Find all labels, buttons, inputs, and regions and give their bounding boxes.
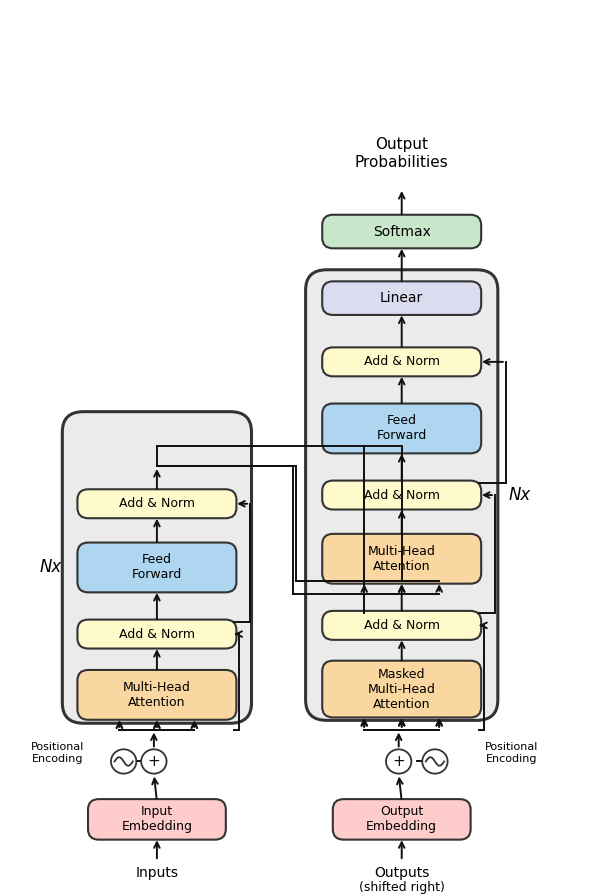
Text: Positional
Encoding: Positional Encoding: [485, 742, 539, 763]
Text: Add & Norm: Add & Norm: [364, 356, 440, 368]
Text: Add & Norm: Add & Norm: [119, 627, 195, 641]
Text: Nx: Nx: [509, 486, 531, 504]
FancyBboxPatch shape: [322, 480, 481, 510]
Text: (shifted right): (shifted right): [359, 882, 445, 894]
Text: Input
Embedding: Input Embedding: [121, 806, 192, 833]
Text: Softmax: Softmax: [373, 225, 431, 238]
Text: Add & Norm: Add & Norm: [119, 497, 195, 510]
Text: Outputs: Outputs: [374, 866, 429, 880]
FancyBboxPatch shape: [306, 270, 498, 720]
Text: Output
Probabilities: Output Probabilities: [355, 137, 448, 169]
FancyBboxPatch shape: [77, 489, 237, 518]
FancyBboxPatch shape: [322, 281, 481, 314]
Text: Feed
Forward: Feed Forward: [132, 554, 182, 582]
Text: Nx: Nx: [40, 558, 62, 576]
Text: Multi-Head
Attention: Multi-Head Attention: [123, 681, 191, 709]
FancyBboxPatch shape: [322, 660, 481, 718]
Text: Inputs: Inputs: [135, 866, 178, 880]
FancyBboxPatch shape: [77, 670, 237, 719]
Text: Positional
Encoding: Positional Encoding: [30, 742, 84, 763]
Text: +: +: [392, 754, 405, 769]
Text: Linear: Linear: [380, 291, 423, 306]
Circle shape: [422, 749, 448, 773]
FancyBboxPatch shape: [322, 348, 481, 376]
Text: Output
Embedding: Output Embedding: [366, 806, 437, 833]
Circle shape: [386, 749, 411, 773]
Circle shape: [111, 749, 137, 773]
FancyBboxPatch shape: [88, 799, 226, 840]
Text: +: +: [148, 754, 160, 769]
FancyBboxPatch shape: [322, 215, 481, 248]
FancyBboxPatch shape: [322, 611, 481, 640]
FancyBboxPatch shape: [322, 403, 481, 453]
FancyBboxPatch shape: [322, 534, 481, 583]
FancyBboxPatch shape: [62, 411, 251, 723]
Text: Add & Norm: Add & Norm: [364, 488, 440, 502]
Text: Feed
Forward: Feed Forward: [376, 415, 427, 443]
Text: Multi-Head
Attention: Multi-Head Attention: [368, 545, 436, 573]
Text: Masked
Multi-Head
Attention: Masked Multi-Head Attention: [368, 668, 436, 711]
Text: Add & Norm: Add & Norm: [364, 619, 440, 632]
FancyBboxPatch shape: [333, 799, 471, 840]
Circle shape: [141, 749, 167, 773]
FancyBboxPatch shape: [77, 543, 237, 592]
FancyBboxPatch shape: [77, 619, 237, 649]
